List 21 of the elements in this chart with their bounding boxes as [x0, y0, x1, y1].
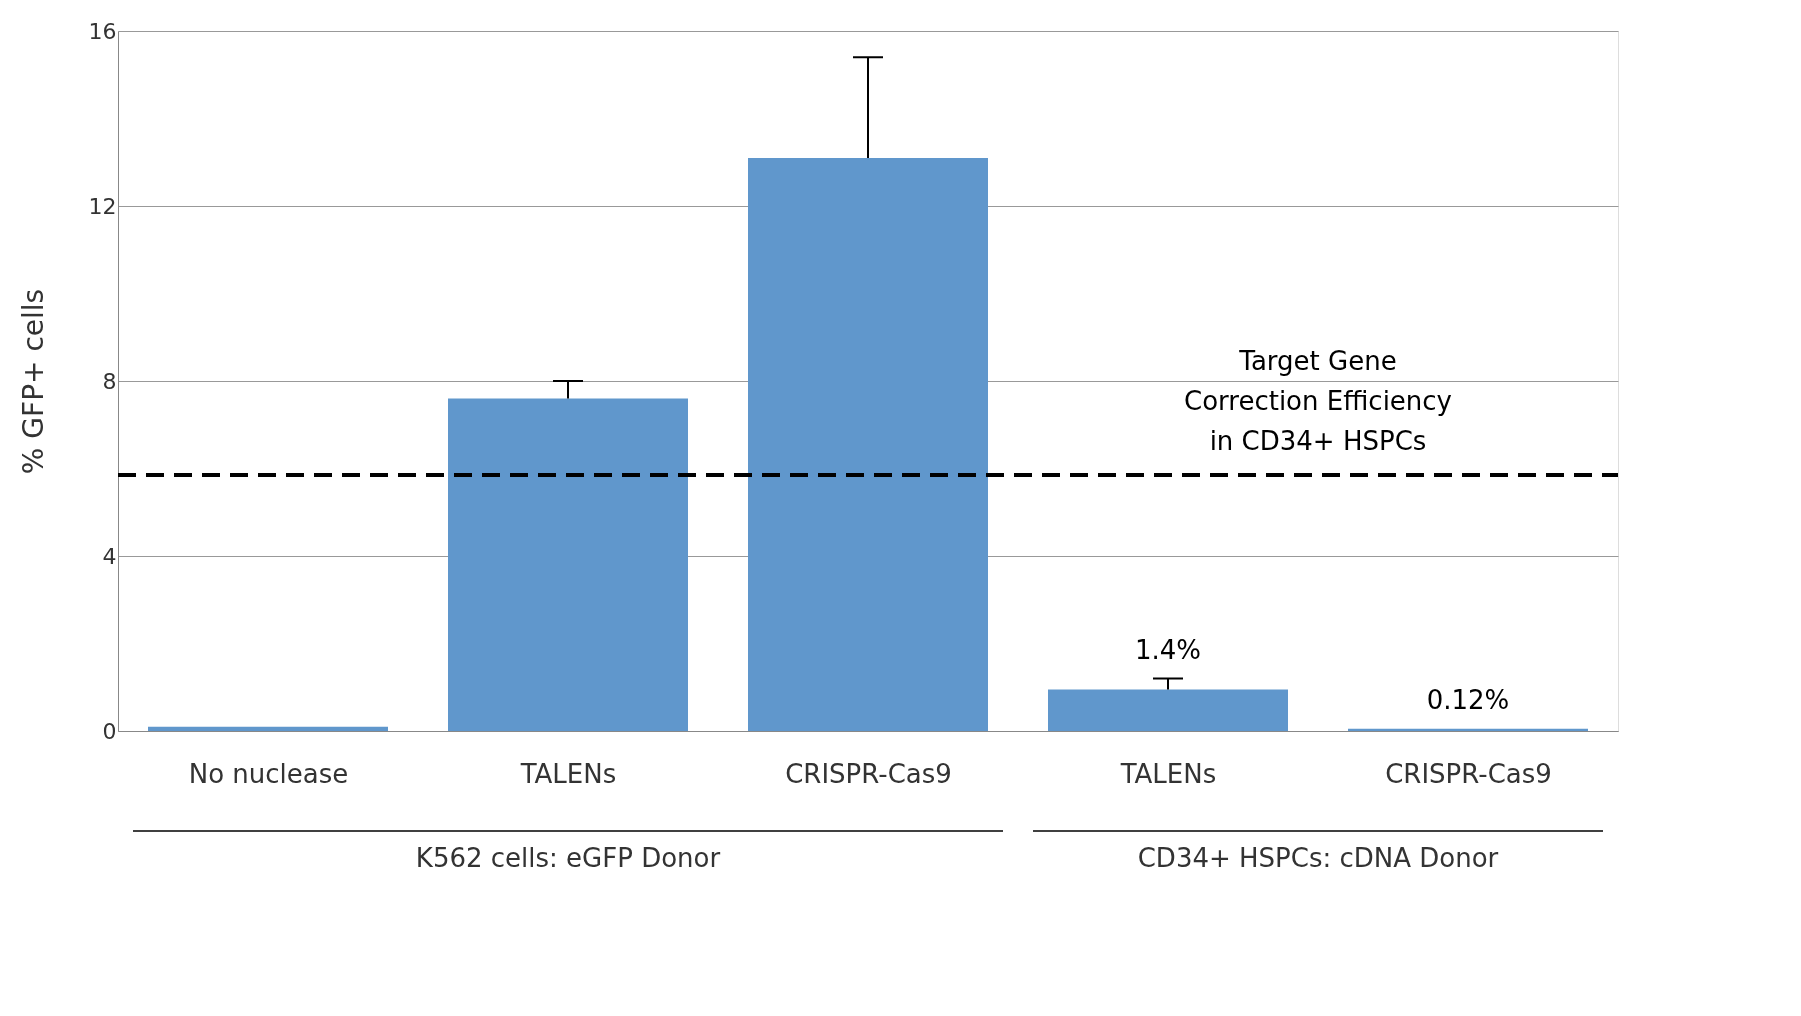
y-tick-label: 4: [102, 543, 117, 569]
x-tick-label: CRISPR-Cas9: [1385, 758, 1552, 789]
ref-line-label: Target Gene Correction Efficiency in CD34+ HSPCs: [1183, 346, 1453, 457]
bar: [1348, 728, 1588, 731]
x-tick-label: No nuclease: [188, 758, 349, 789]
annotation: 0.12%: [1426, 684, 1510, 715]
x-tick-label: CRISPR-Cas9: [785, 758, 952, 789]
y-tick-label: 8: [102, 368, 117, 394]
text: K562 cells: eGFP Donor: [415, 843, 721, 873]
y-tick-label: 16: [88, 18, 117, 44]
y-axis-title: % GFP+ cells: [16, 288, 50, 475]
bar: [1048, 689, 1288, 731]
y-tick-label: 0: [102, 718, 117, 744]
bar: [148, 726, 388, 731]
text: CD34+ HSPCs: cDNA Donor: [1137, 843, 1499, 873]
bar: [448, 398, 688, 731]
x-tick-label: TALENs: [1119, 758, 1217, 789]
x-tick-label: TALENs: [519, 758, 617, 789]
annotation: 1.4%: [1134, 634, 1202, 665]
bar: [748, 157, 988, 731]
y-tick-label: 12: [88, 193, 117, 219]
